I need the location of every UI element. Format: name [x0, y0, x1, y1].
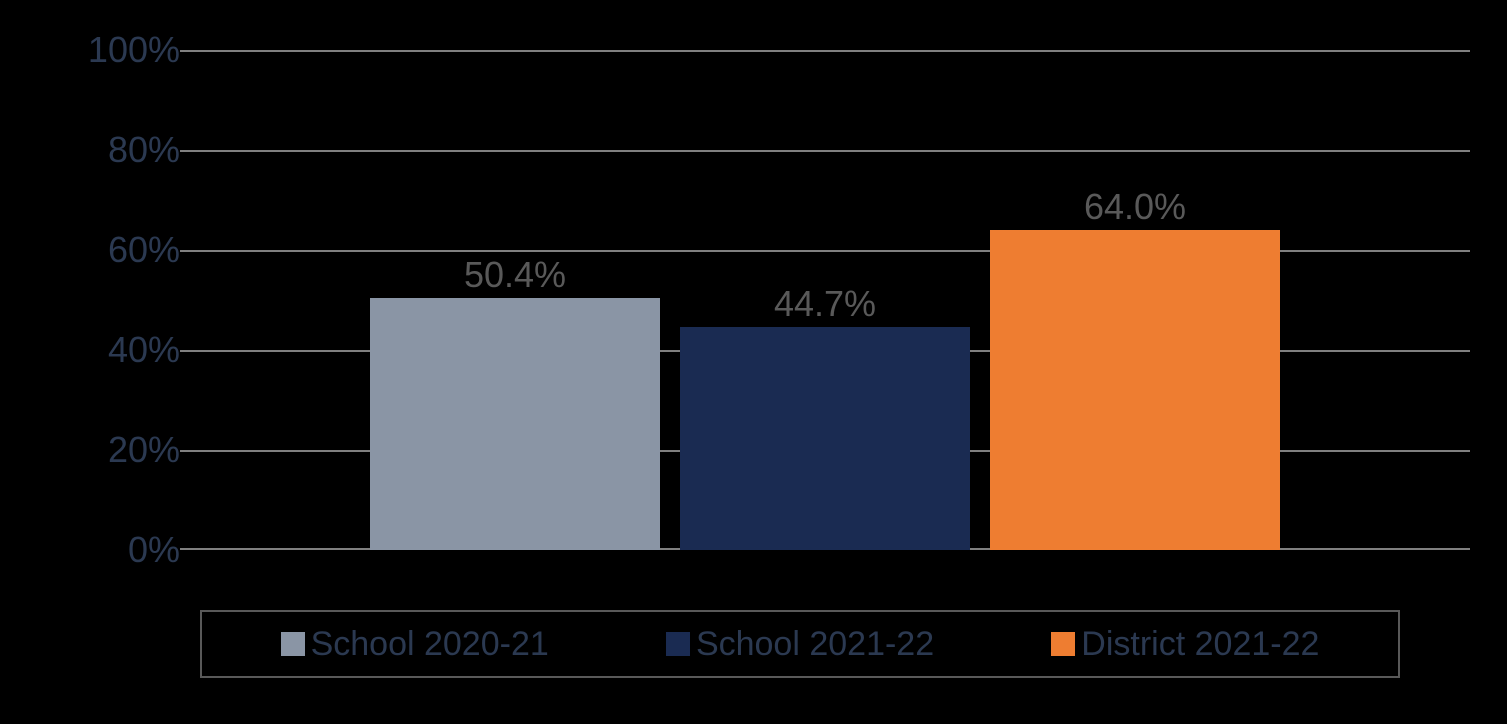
bar-value-label: 44.7% — [774, 283, 876, 325]
legend-label: School 2020-21 — [311, 625, 549, 664]
y-tick-label: 0% — [40, 529, 180, 571]
y-tick-label: 80% — [40, 129, 180, 171]
y-tick-label: 60% — [40, 229, 180, 271]
bar-value-label: 50.4% — [464, 254, 566, 296]
bars-group: 50.4% 44.7% 64.0% — [180, 50, 1470, 550]
bar-wrapper: 64.0% — [990, 230, 1280, 550]
bar-wrapper: 44.7% — [680, 327, 970, 551]
bar-district-2021-22 — [990, 230, 1280, 550]
legend-swatch — [281, 632, 305, 656]
legend-label: District 2021-22 — [1081, 625, 1319, 664]
legend: School 2020-21 School 2021-22 District 2… — [200, 610, 1400, 678]
bar-wrapper: 50.4% — [370, 298, 660, 550]
y-tick-label: 100% — [40, 29, 180, 71]
legend-label: School 2021-22 — [696, 625, 934, 664]
bar-school-2021-22 — [680, 327, 970, 551]
bar-school-2020-21 — [370, 298, 660, 550]
legend-swatch — [1051, 632, 1075, 656]
y-tick-label: 20% — [40, 429, 180, 471]
legend-item: School 2020-21 — [281, 625, 549, 664]
legend-swatch — [666, 632, 690, 656]
legend-item: District 2021-22 — [1051, 625, 1319, 664]
bar-chart: 0% 20% 40% 60% 80% 100% 50.4% 44.7% 64.0… — [30, 50, 1480, 590]
plot-area: 50.4% 44.7% 64.0% — [180, 50, 1470, 550]
legend-item: School 2021-22 — [666, 625, 934, 664]
bar-value-label: 64.0% — [1084, 186, 1186, 228]
y-tick-label: 40% — [40, 329, 180, 371]
